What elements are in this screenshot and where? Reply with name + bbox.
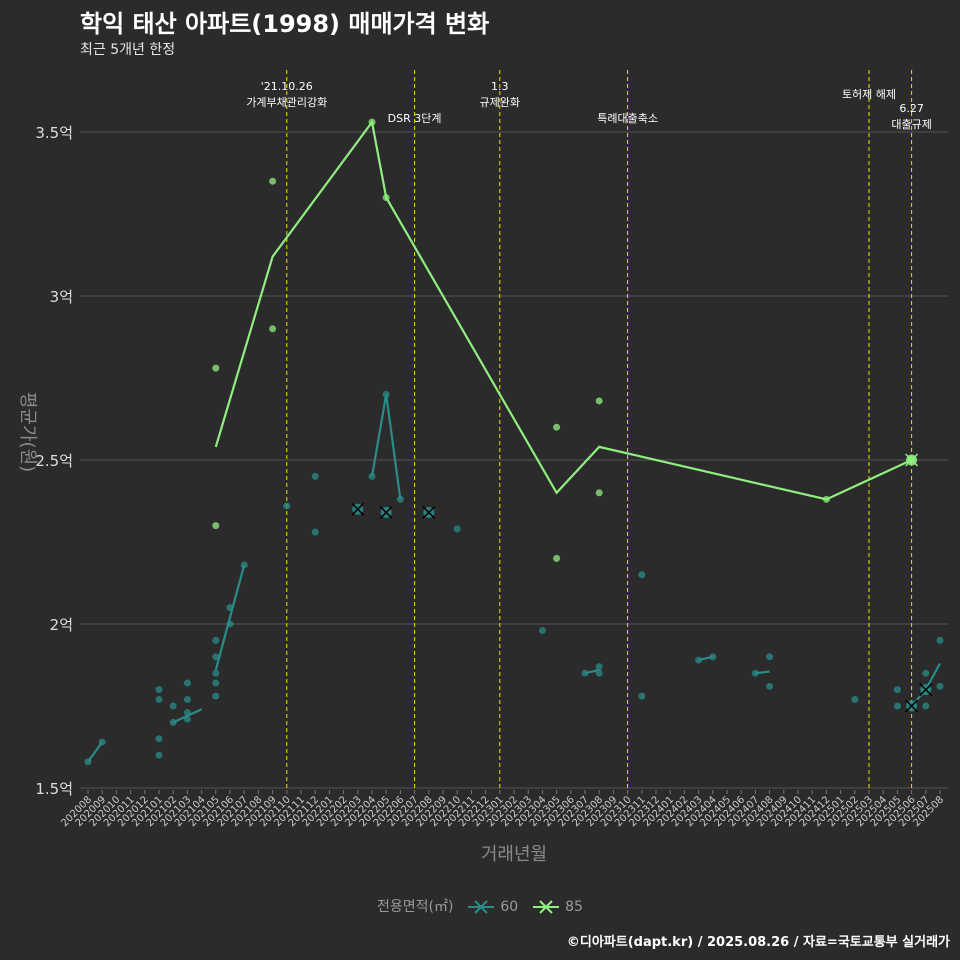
- series-60-point: [936, 636, 944, 644]
- series-60-marker: [351, 502, 365, 516]
- series-60-point: [893, 702, 901, 710]
- series-60-point: [893, 686, 901, 694]
- series-60-point: [212, 679, 220, 687]
- y-tick-label: 2억: [50, 616, 73, 634]
- event-label: 토허제 해제: [842, 87, 896, 101]
- series-60-point: [922, 669, 930, 677]
- series-85-marker: [905, 453, 919, 467]
- series-60-point: [581, 669, 589, 677]
- series-60-point: [183, 715, 191, 723]
- series-60-point: [695, 656, 703, 664]
- event-label: '21.10.26: [261, 80, 313, 93]
- series-60-line: [214, 564, 246, 671]
- series-60-point: [155, 695, 163, 703]
- series-60-point: [538, 627, 546, 635]
- series-60-point: [226, 620, 234, 628]
- series-60-point: [595, 663, 603, 671]
- legend-label-60: 60: [500, 899, 519, 915]
- series-85-point: [368, 118, 376, 126]
- series-85-point: [212, 522, 220, 530]
- series-60-marker: [379, 505, 393, 520]
- series-60-point: [766, 682, 774, 690]
- series-60-marker: [919, 683, 933, 697]
- series-85-point: [382, 194, 390, 202]
- series-60-point: [638, 692, 646, 700]
- series-60-point: [709, 653, 717, 661]
- series-60-point: [155, 686, 163, 694]
- series-60-point: [212, 692, 220, 700]
- series-60-point: [226, 604, 234, 612]
- legend-item-85: 85: [531, 898, 583, 916]
- legend-title: 전용면적(㎡): [377, 899, 454, 915]
- series-85-point: [212, 364, 220, 372]
- series-60-point: [212, 636, 220, 644]
- legend-key-85: [532, 900, 559, 914]
- series-60-point: [936, 682, 944, 690]
- series-60-point: [98, 738, 106, 746]
- legend-label-85: 85: [565, 899, 583, 915]
- series-60-point: [84, 758, 92, 766]
- event-label: 6.27: [899, 102, 924, 115]
- series-60-marker: [905, 699, 919, 713]
- series-60-point: [212, 669, 220, 677]
- y-tick-label: 3억: [50, 288, 73, 306]
- event-label: 특례대출축소: [597, 112, 658, 125]
- legend: 전용면적(㎡) 60 85: [0, 896, 960, 916]
- series-60-point: [766, 653, 774, 661]
- series-60-point: [595, 669, 603, 677]
- source-footer: ©디아파트(dapt.kr) / 2025.08.26 / 자료=국토교통부 실…: [566, 935, 950, 950]
- event-label: 대출규제: [891, 118, 931, 131]
- legend-key-60: [467, 900, 494, 914]
- series-60-point: [155, 751, 163, 759]
- series-60-point: [183, 709, 191, 717]
- y-axis-title: 평균가(원): [17, 392, 38, 472]
- series-60-point: [169, 702, 177, 710]
- event-label: 1.3: [491, 80, 509, 93]
- event-label: DSR 3단계: [388, 112, 442, 125]
- series-60-point: [183, 695, 191, 703]
- series-85-line: [214, 119, 913, 501]
- series-60-marker: [422, 505, 436, 520]
- series-60-point: [851, 695, 859, 703]
- series-60-line: [370, 394, 402, 500]
- series-85-point: [553, 423, 561, 431]
- series-60-point: [240, 561, 248, 569]
- series-60-point: [283, 502, 291, 510]
- series-60-point: [638, 571, 646, 579]
- series-85-point: [553, 554, 561, 562]
- legend-item-60: 60: [466, 898, 518, 916]
- series-85-point: [595, 397, 603, 405]
- series-85-point: [595, 489, 603, 497]
- series-60-line: [87, 741, 104, 763]
- series-60-point: [311, 528, 319, 536]
- series-60-point: [922, 702, 930, 710]
- series-60-point: [183, 679, 191, 687]
- series-60-point: [382, 390, 390, 398]
- series-60-point: [311, 472, 319, 480]
- chart-title: 학익 태산 아파트(1998) 매매가격 변화: [80, 10, 490, 38]
- series-85-point: [822, 495, 830, 503]
- chart-subtitle: 최근 5개년 한정: [80, 42, 176, 58]
- series-60-point: [212, 653, 220, 661]
- event-label: 규제완화: [480, 96, 520, 109]
- series-85-point: [269, 177, 277, 185]
- y-tick-label: 2.5억: [35, 452, 73, 470]
- y-tick-label: 1.5억: [35, 780, 73, 798]
- series-60-point: [751, 669, 759, 677]
- series-60-point: [368, 472, 376, 480]
- y-tick-label: 3.5억: [35, 124, 73, 142]
- series-60-point: [396, 495, 404, 503]
- series-60-point: [155, 735, 163, 743]
- series-60-point: [169, 718, 177, 726]
- x-axis-title: 거래년월: [481, 844, 547, 865]
- event-label: 가계부채관리강화: [246, 96, 327, 109]
- series-60-point: [453, 525, 461, 533]
- series-85-point: [269, 325, 277, 333]
